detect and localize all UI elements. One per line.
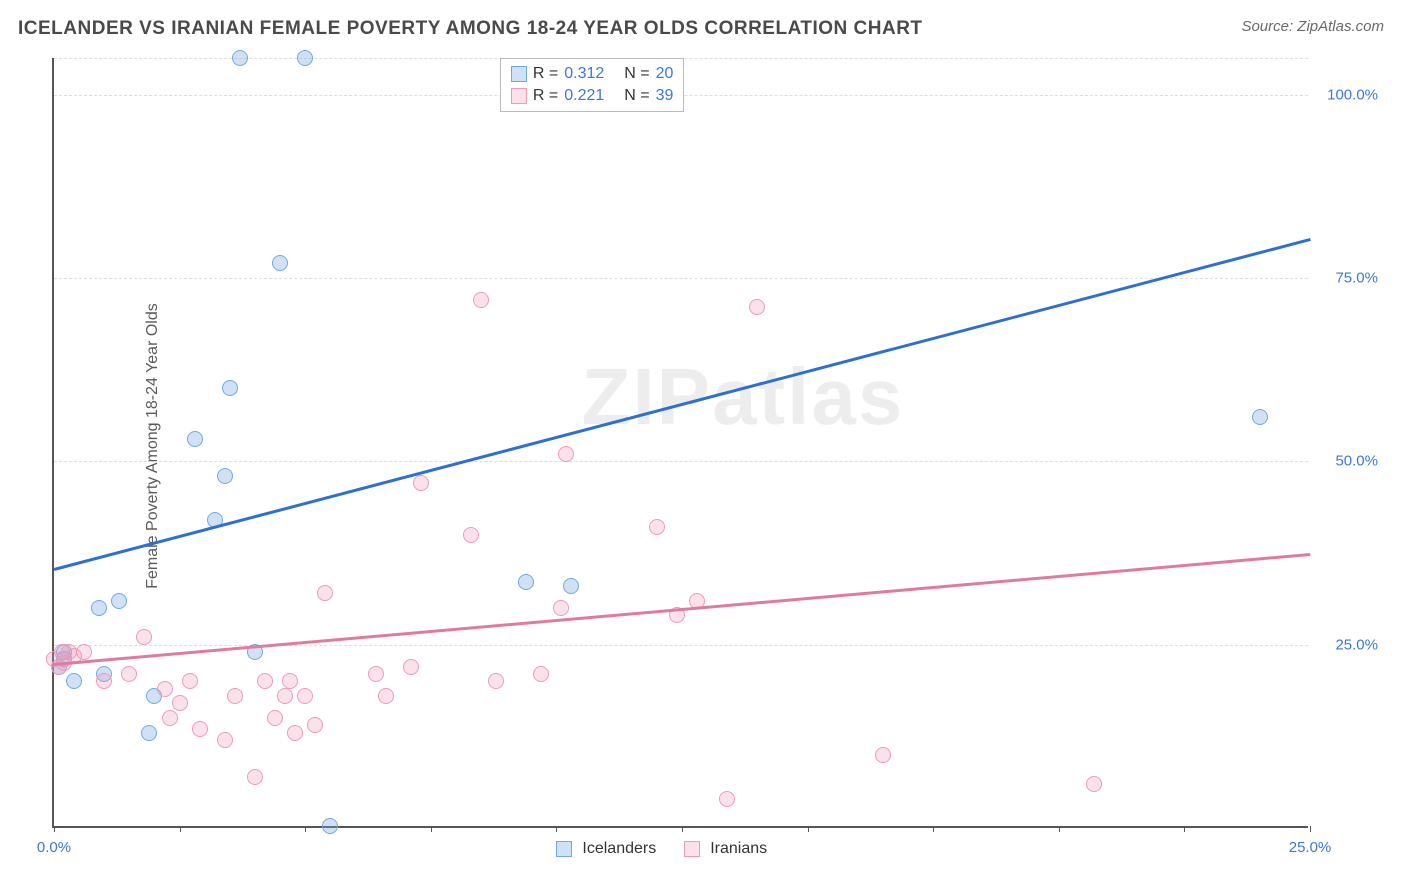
data-point (1252, 409, 1268, 425)
data-point (563, 578, 579, 594)
legend-stat-row: R = 0.221 N = 39 (511, 85, 674, 107)
x-tick-label: 25.0% (1289, 839, 1332, 856)
y-tick-label: 100.0% (1318, 86, 1378, 103)
data-point (473, 292, 489, 308)
data-point (192, 721, 208, 737)
data-point (96, 673, 112, 689)
data-point (217, 468, 233, 484)
legend-stat-r-value: 0.312 (564, 65, 604, 83)
data-point (121, 666, 137, 682)
gridline-h (54, 278, 1308, 279)
data-point (247, 769, 263, 785)
x-tick-mark (1059, 826, 1060, 832)
source-label: Source: ZipAtlas.com (1241, 18, 1384, 35)
legend-stat-r-label: R = (533, 87, 558, 105)
data-point (322, 818, 338, 834)
data-point (558, 446, 574, 462)
x-tick-mark (305, 826, 306, 832)
y-tick-label: 25.0% (1318, 636, 1378, 653)
legend-stat-r-value: 0.221 (564, 87, 604, 105)
data-point (217, 732, 233, 748)
data-point (76, 644, 92, 660)
legend-series: Icelanders Iranians (556, 840, 785, 858)
data-point (749, 299, 765, 315)
legend-stats: R = 0.312 N = 20 R = 0.221 N = 39 (500, 58, 685, 112)
x-tick-mark (556, 826, 557, 832)
legend-stat-n-value: 39 (656, 87, 674, 105)
legend-swatch (511, 88, 527, 104)
data-point (111, 593, 127, 609)
data-point (91, 600, 107, 616)
x-tick-label: 0.0% (37, 839, 71, 856)
gridline-h (54, 461, 1308, 462)
data-point (257, 673, 273, 689)
chart-title: ICELANDER VS IRANIAN FEMALE POVERTY AMON… (18, 18, 923, 40)
data-point (368, 666, 384, 682)
trend-line (54, 238, 1311, 570)
data-point (317, 585, 333, 601)
y-tick-label: 50.0% (1318, 453, 1378, 470)
data-point (533, 666, 549, 682)
data-point (232, 50, 248, 66)
data-point (172, 695, 188, 711)
data-point (297, 688, 313, 704)
data-point (182, 673, 198, 689)
data-point (272, 255, 288, 271)
legend-stat-n-label: N = (624, 65, 649, 83)
x-tick-mark (808, 826, 809, 832)
data-point (222, 380, 238, 396)
x-tick-mark (431, 826, 432, 832)
legend-stat-row: R = 0.312 N = 20 (511, 63, 674, 85)
data-point (307, 717, 323, 733)
x-tick-mark (1184, 826, 1185, 832)
legend-swatch (556, 841, 572, 857)
data-point (875, 747, 891, 763)
x-tick-mark (682, 826, 683, 832)
data-point (277, 688, 293, 704)
data-point (187, 431, 203, 447)
data-point (136, 629, 152, 645)
data-point (719, 791, 735, 807)
data-point (378, 688, 394, 704)
data-point (403, 659, 419, 675)
legend-series-name: Icelanders (582, 840, 656, 858)
data-point (649, 519, 665, 535)
data-point (488, 673, 504, 689)
data-point (162, 710, 178, 726)
legend-stat-n-value: 20 (656, 65, 674, 83)
legend-swatch (511, 66, 527, 82)
x-tick-mark (1310, 826, 1311, 832)
data-point (282, 673, 298, 689)
legend-swatch (684, 841, 700, 857)
data-point (66, 673, 82, 689)
data-point (553, 600, 569, 616)
data-point (1086, 776, 1102, 792)
data-point (518, 574, 534, 590)
data-point (157, 681, 173, 697)
plot-area: 25.0%50.0%75.0%100.0%0.0%25.0%ZIPatlasR … (52, 58, 1308, 828)
trend-line (54, 553, 1310, 665)
legend-stat-r-label: R = (533, 65, 558, 83)
x-tick-mark (180, 826, 181, 832)
data-point (227, 688, 243, 704)
watermark: ZIPatlas (582, 351, 905, 443)
legend-series-name: Iranians (710, 840, 767, 858)
data-point (287, 725, 303, 741)
data-point (267, 710, 283, 726)
data-point (463, 527, 479, 543)
chart-container: ICELANDER VS IRANIAN FEMALE POVERTY AMON… (0, 0, 1406, 892)
data-point (413, 475, 429, 491)
x-tick-mark (933, 826, 934, 832)
x-tick-mark (54, 826, 55, 832)
legend-stat-n-label: N = (624, 87, 649, 105)
data-point (141, 725, 157, 741)
y-tick-label: 75.0% (1318, 270, 1378, 287)
data-point (297, 50, 313, 66)
